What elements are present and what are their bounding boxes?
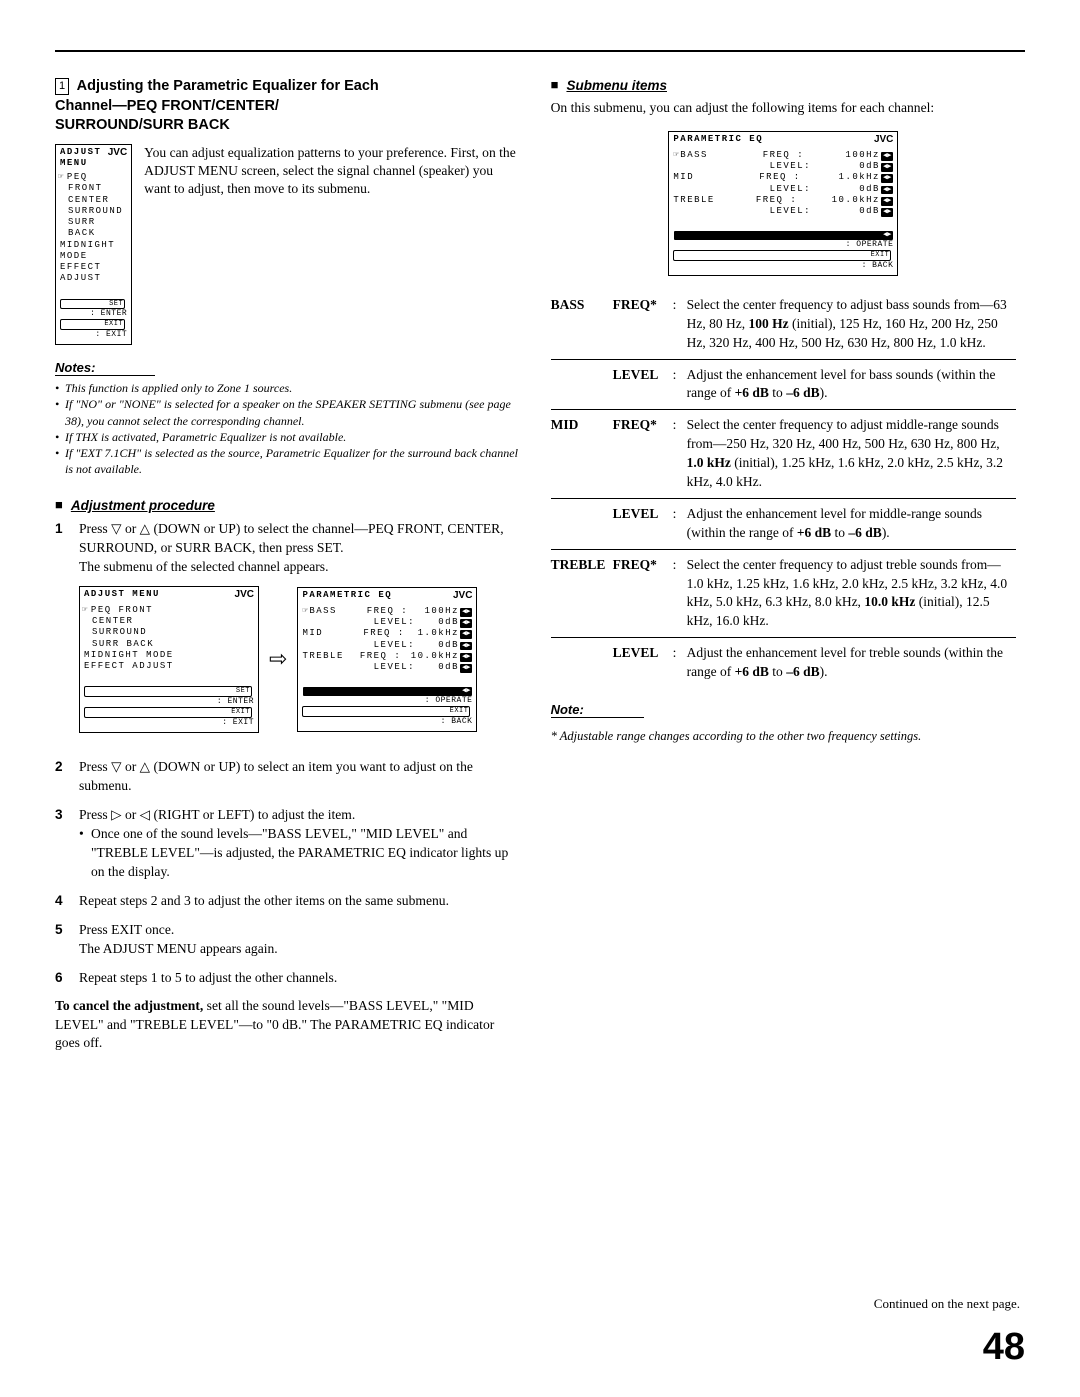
procedure-step: 2Press ▽ or △ (DOWN or UP) to select an … bbox=[55, 757, 521, 795]
menu-item: PEQ FRONT bbox=[60, 172, 127, 195]
right-column: ■ Submenu items On this submenu, you can… bbox=[551, 77, 1017, 1052]
adjust-menu-screen: ADJUST MENU JVC PEQ FRONT CENTER SURROUN… bbox=[55, 144, 132, 346]
arrow-right-icon: ⇨ bbox=[269, 644, 287, 675]
menu-item: SURR BACK bbox=[60, 217, 127, 240]
continued-label: Continued on the next page. bbox=[874, 1296, 1020, 1312]
cancel-paragraph: To cancel the adjustment, set all the so… bbox=[55, 997, 521, 1052]
procedure-list: 1 Press ▽ or △ (DOWN or UP) to select th… bbox=[55, 519, 521, 987]
notes-heading: Notes: bbox=[55, 360, 155, 376]
note-item: This function is applied only to Zone 1 … bbox=[55, 380, 521, 396]
brand-label: JVC bbox=[108, 147, 127, 170]
square-bullet-icon: ■ bbox=[551, 77, 559, 93]
procedure-step: 1 Press ▽ or △ (DOWN or UP) to select th… bbox=[55, 519, 521, 747]
menu-item: EFFECT ADJUST bbox=[60, 262, 127, 285]
definition-row: BASSFREQ*:Select the center frequency to… bbox=[551, 290, 1017, 360]
definition-row: TREBLEFREQ*:Select the center frequency … bbox=[551, 550, 1017, 639]
section-title: 1 Adjusting the Parametric Equalizer for… bbox=[55, 77, 521, 136]
adjustment-procedure-heading: Adjustment procedure bbox=[71, 498, 215, 513]
intro-paragraph: You can adjust equalization patterns to … bbox=[144, 144, 520, 346]
menu-item: MIDNIGHT MODE bbox=[60, 240, 127, 263]
notes-list: This function is applied only to Zone 1 … bbox=[55, 380, 521, 477]
adjust-menu-title: ADJUST MENU bbox=[60, 147, 108, 170]
note-item: If "EXT 7.1CH" is selected as the source… bbox=[55, 445, 521, 477]
parameter-definitions: BASSFREQ*:Select the center frequency to… bbox=[551, 290, 1017, 688]
definition-row: LEVEL:Adjust the enhancement level for t… bbox=[551, 638, 1017, 688]
procedure-step: 5Press EXIT once.The ADJUST MENU appears… bbox=[55, 920, 521, 958]
definition-row: LEVEL:Adjust the enhancement level for b… bbox=[551, 360, 1017, 411]
menu-item: CENTER bbox=[60, 195, 127, 206]
adjust-menu-screen-small: ADJUST MENU JVC PEQ FRONT CENTER SURROUN… bbox=[79, 586, 259, 733]
parametric-eq-screen: PARAMETRIC EQJVC☞BASSFREQ :100Hz◀▶LEVEL:… bbox=[668, 131, 898, 276]
menu-item: SURROUND bbox=[60, 206, 127, 217]
section-number: 1 bbox=[55, 78, 69, 95]
note-item: If THX is activated, Parametric Equalize… bbox=[55, 429, 521, 445]
procedure-step: 4Repeat steps 2 and 3 to adjust the othe… bbox=[55, 891, 521, 910]
submenu-intro: On this submenu, you can adjust the foll… bbox=[551, 99, 1017, 117]
note-item: If "NO" or "NONE" is selected for a spea… bbox=[55, 396, 521, 428]
square-bullet-icon: ■ bbox=[55, 497, 63, 513]
parametric-eq-screen-small: PARAMETRIC EQJVC☞BASSFREQ :100Hz◀▶LEVEL:… bbox=[297, 587, 477, 732]
submenu-items-heading: Submenu items bbox=[566, 78, 667, 93]
note-body: * Adjustable range changes according to … bbox=[551, 728, 1017, 745]
top-rule bbox=[55, 50, 1025, 52]
procedure-step: 6Repeat steps 1 to 5 to adjust the other… bbox=[55, 968, 521, 987]
definition-row: LEVEL:Adjust the enhancement level for m… bbox=[551, 499, 1017, 550]
procedure-step: 3Press ▷ or ◁ (RIGHT or LEFT) to adjust … bbox=[55, 805, 521, 881]
left-column: 1 Adjusting the Parametric Equalizer for… bbox=[55, 77, 521, 1052]
definition-row: MIDFREQ*:Select the center frequency to … bbox=[551, 410, 1017, 499]
note-heading: Note: bbox=[551, 702, 644, 718]
page-number: 48 bbox=[983, 1326, 1025, 1369]
